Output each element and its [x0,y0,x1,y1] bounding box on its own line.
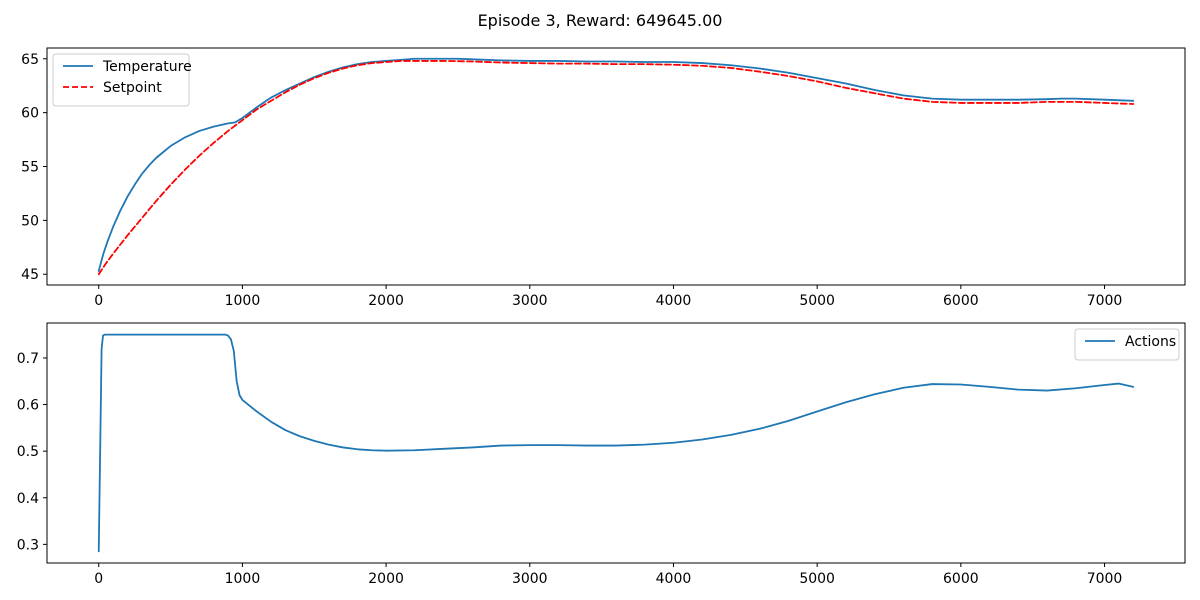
bottom-series-line-actions [97,333,1135,553]
top-y-tick-label: 65 [21,52,39,68]
bottom-x-tick-label: 2000 [368,571,404,587]
bottom-x-tick-label: 1000 [225,571,261,587]
top-y-tick-label: 45 [21,267,39,283]
top-y-tick-label: 50 [21,213,39,229]
bottom-y-tick-label: 0.3 [17,537,39,553]
bottom-x-tick-label: 4000 [656,571,692,587]
top-x-tick-label: 2000 [368,293,404,309]
bottom-y-tick-label: 0.6 [17,398,39,414]
top-x-tick-label: 7000 [1087,293,1123,309]
bottom-legend-label-actions: Actions [1125,334,1176,350]
bottom-y-tick-label: 0.7 [17,351,39,367]
bottom-plot-panel: 0 1000 2000 3000 4000 5000 6000 7000 0.3 0.4 0.5 0.… [17,322,1186,587]
top-legend-label-setpoint: Setpoint [103,80,162,96]
bottom-x-tick-label: 3000 [512,571,548,587]
top-series-line-setpoint [97,60,1135,276]
bottom-x-tick-label: 0 [94,571,103,587]
bottom-y-tick-label: 0.5 [17,444,39,460]
figure-title: Episode 3, Reward: 649645.00 [478,11,723,30]
top-legend-box [52,53,190,107]
bottom-x-tick-label: 7000 [1087,571,1123,587]
top-x-tick-label: 1000 [225,293,261,309]
top-legend: Temperature Setpoint [52,53,192,107]
top-x-tick-label: 6000 [943,293,979,309]
bottom-legend-box [1074,328,1180,361]
top-series-line-temperature [97,57,1135,272]
top-x-tick-label: 5000 [799,293,835,309]
bottom-axes-frame [46,322,1186,564]
top-legend-label-temperature: Temperature [102,59,192,75]
top-y-tick-label: 60 [21,106,39,122]
bottom-y-tick-label: 0.4 [17,491,39,507]
bottom-legend: Actions [1074,328,1180,361]
top-y-tick-label: 55 [21,160,39,176]
top-x-tick-label: 4000 [656,293,692,309]
bottom-x-tick-label: 6000 [943,571,979,587]
top-x-tick-label: 3000 [512,293,548,309]
top-x-tick-label: 0 [94,293,103,309]
bottom-x-tick-label: 5000 [799,571,835,587]
top-plot-panel: 0 1000 2000 3000 4000 5000 6000 7000 45 50 55 60 65 T… [21,47,1186,309]
